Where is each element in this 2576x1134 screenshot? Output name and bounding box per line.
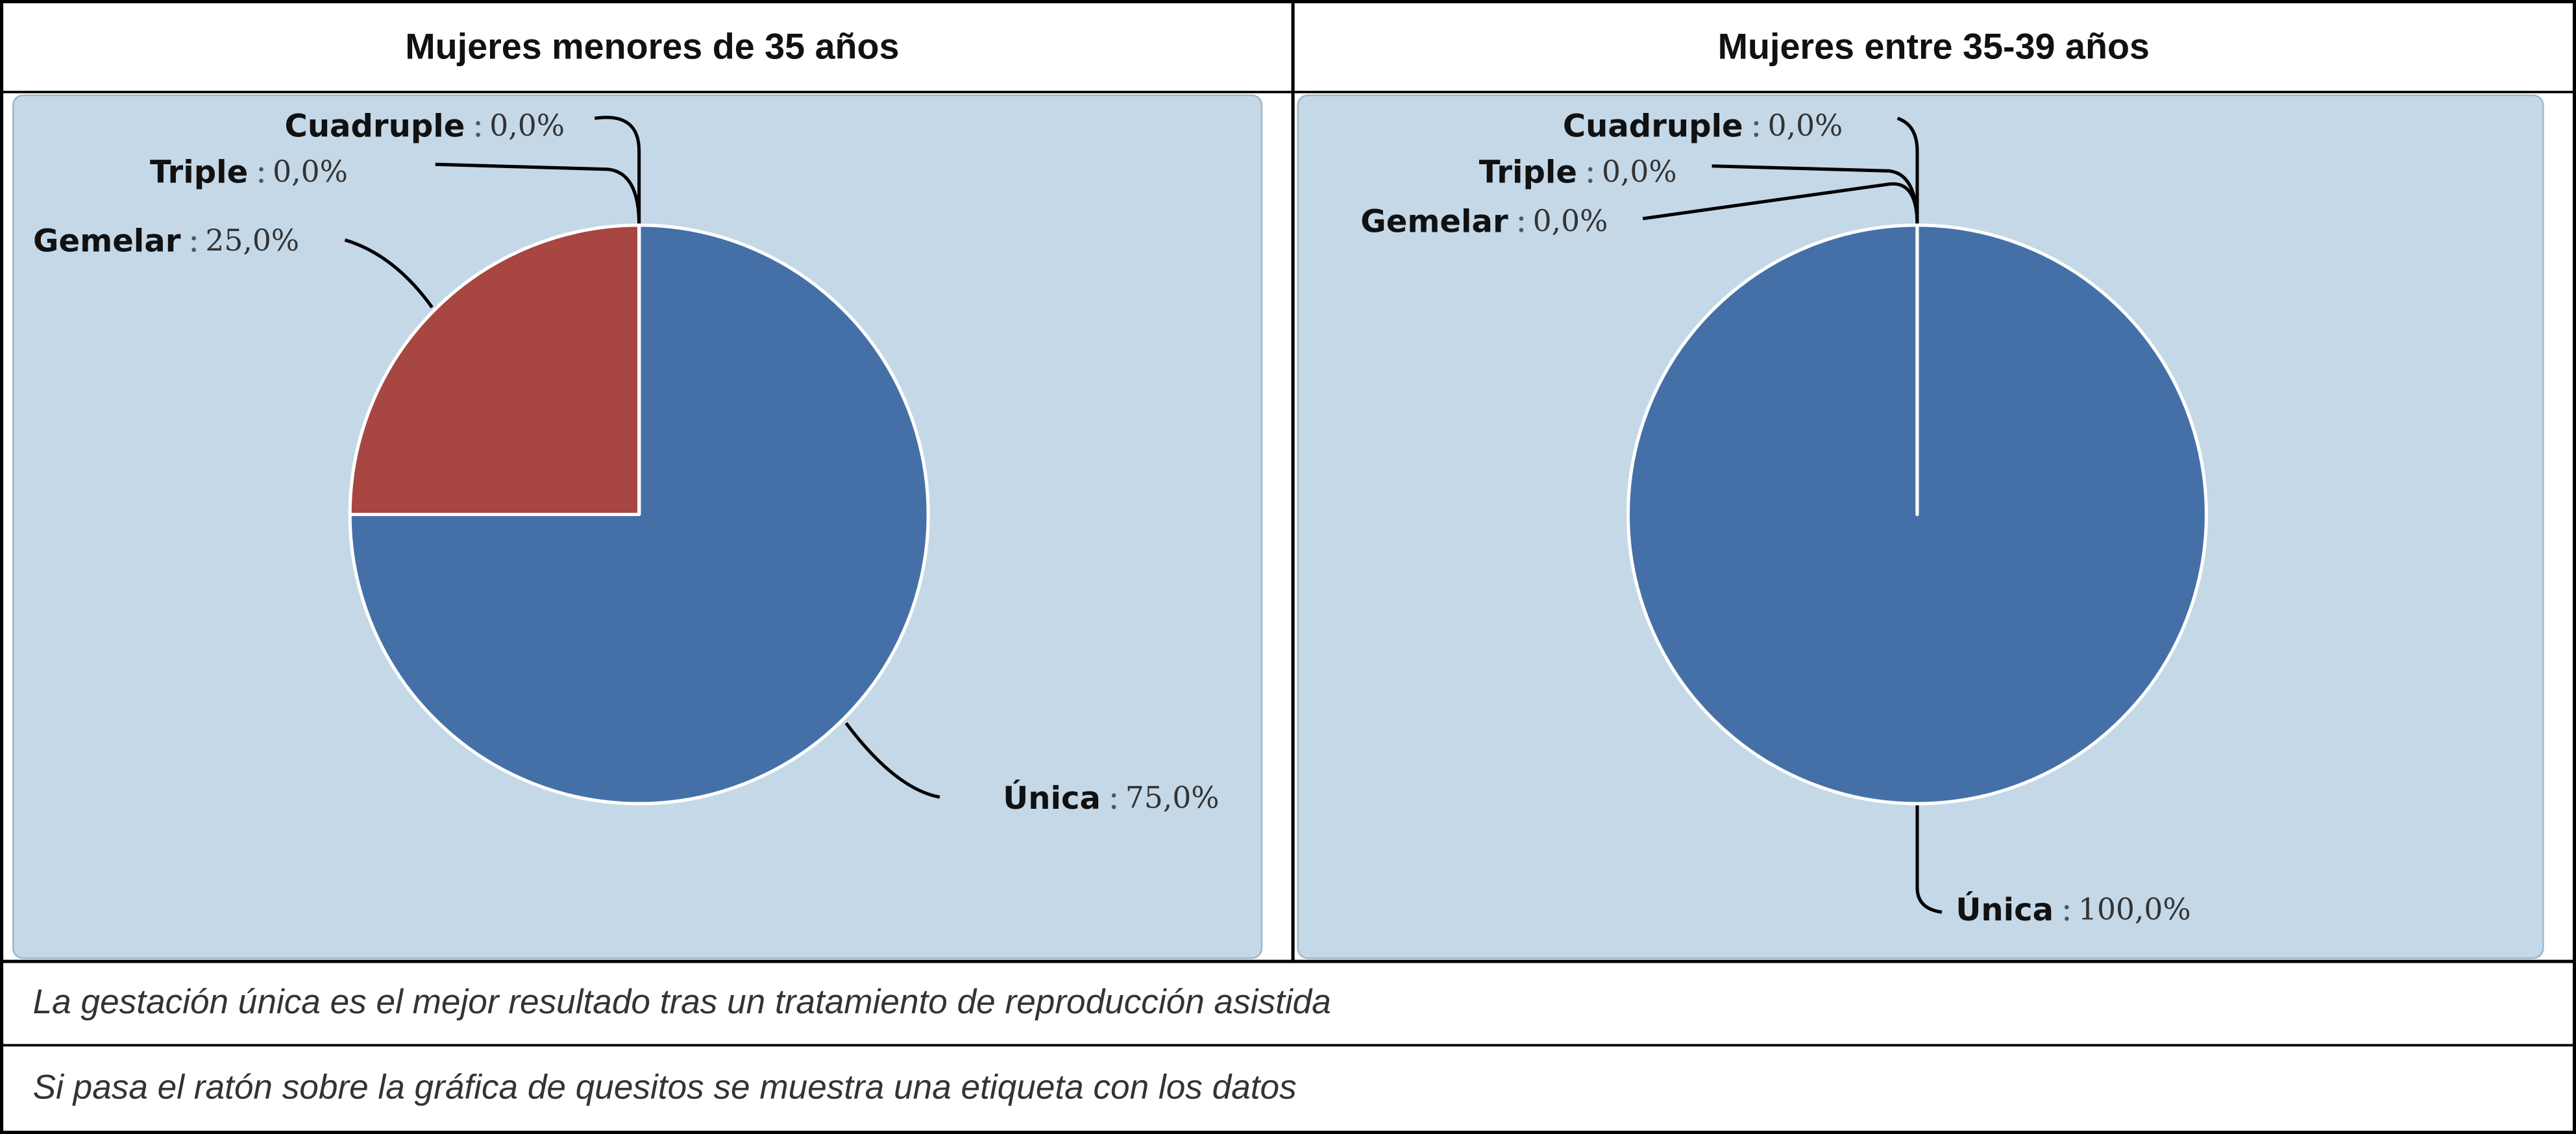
value-label: 0,0% (273, 154, 348, 189)
separator (1588, 179, 1593, 183)
note: La gestación única es el mejor resultado… (33, 983, 1331, 1021)
separator (1519, 216, 1524, 221)
value-label: 0,0% (1533, 204, 1608, 238)
separator (191, 248, 196, 253)
separator (476, 121, 480, 126)
separator (259, 179, 264, 183)
separator (259, 167, 264, 171)
note: Si pasa el ratón sobre la gráfica de que… (33, 1068, 1297, 1107)
value-label: 25,0% (205, 223, 299, 258)
separator (1112, 805, 1116, 809)
separator (1754, 121, 1759, 126)
chart-title: Mujeres menores de 35 años (405, 27, 899, 67)
slice-label: Cuadruple (285, 108, 465, 144)
separator (1112, 793, 1116, 798)
value-label: 0,0% (489, 108, 565, 143)
separator (1754, 132, 1759, 137)
separator (476, 132, 480, 137)
page: Mujeres menores de 35 años Mujeres entre… (0, 0, 2576, 1134)
slice-label: Gemelar (33, 223, 181, 260)
slice-label: Triple (1479, 154, 1577, 190)
separator (1588, 167, 1593, 171)
slice-label: Triple (150, 154, 248, 190)
slice-label: Gemelar (1360, 203, 1508, 240)
value-label: 0,0% (1602, 154, 1677, 189)
slice-label: Única (1003, 780, 1101, 817)
value-label: 75,0% (1125, 781, 1220, 815)
slice-label: Única (1956, 891, 2054, 928)
slice-label: Cuadruple (1563, 108, 1743, 144)
value-label: 0,0% (1768, 108, 1843, 143)
separator (191, 236, 196, 241)
chart-title: Mujeres entre 35-39 años (1718, 27, 2150, 67)
separator (2065, 917, 2069, 921)
separator (2065, 905, 2069, 909)
separator (1519, 228, 1524, 232)
value-label: 100,0% (2078, 893, 2191, 927)
